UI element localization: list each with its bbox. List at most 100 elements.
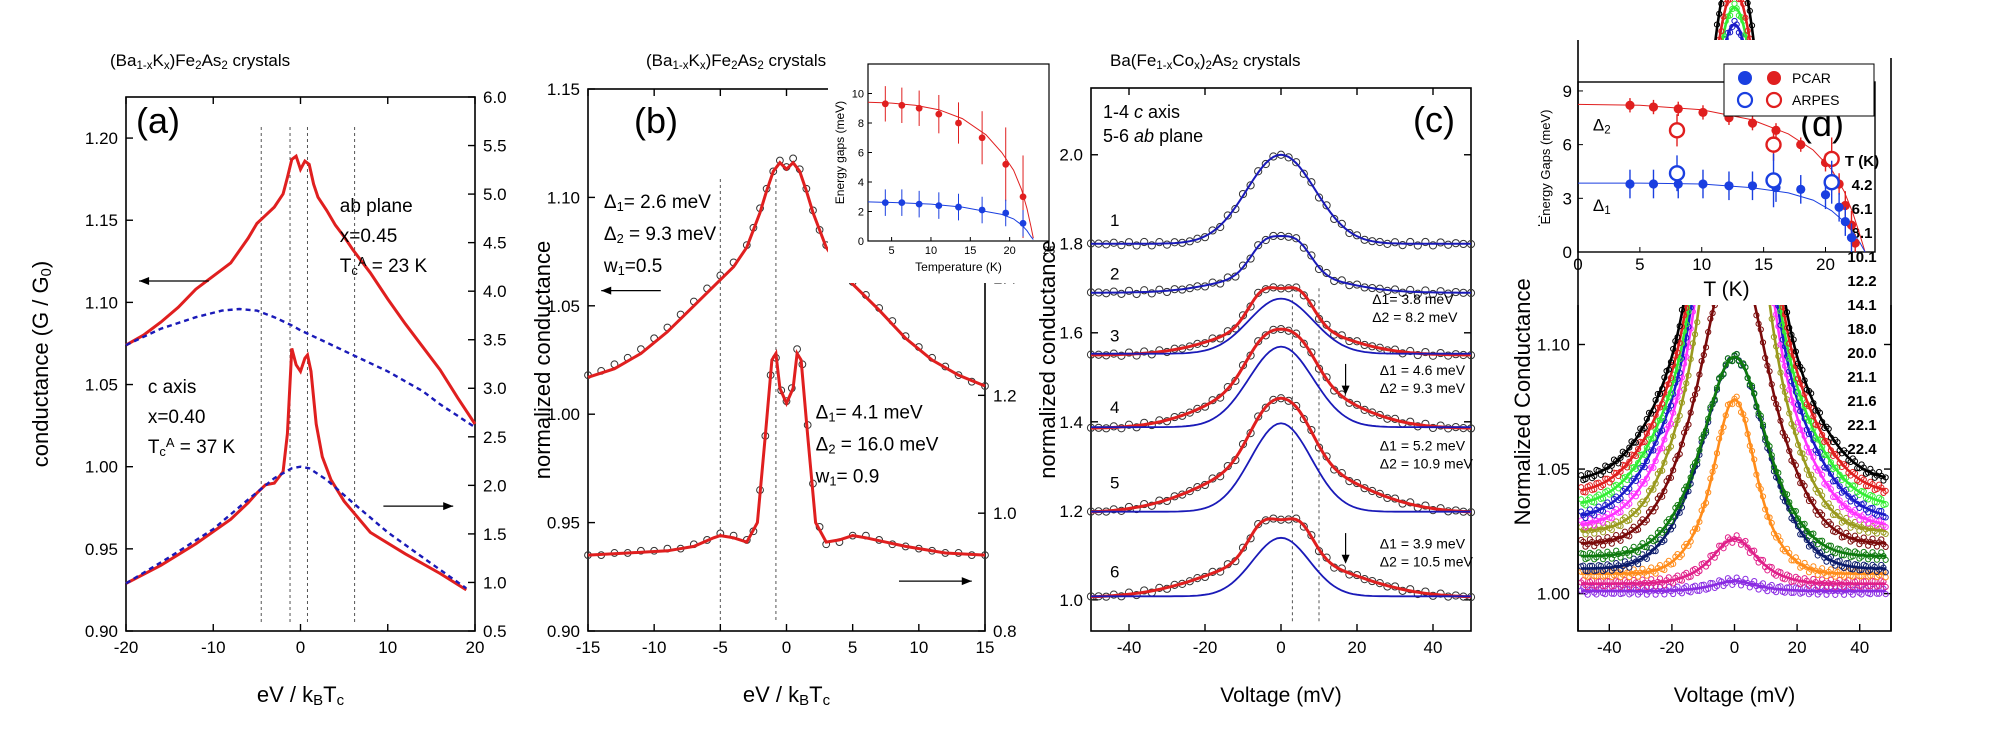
data-point (1314, 264, 1324, 274)
legend-entry: 12.2 (1847, 273, 1876, 290)
y-tick-label: 1.0 (1059, 591, 1083, 610)
data-point (1823, 451, 1830, 459)
inset-data-point (1846, 233, 1857, 243)
data-point (1284, 396, 1293, 405)
inset-gap-label: Δ2 (1593, 115, 1611, 136)
y2-tick-label: 2.5 (483, 428, 507, 447)
inset-data-point (1823, 174, 1840, 191)
series-line (1581, 537, 1886, 585)
data-point (1727, 0, 1734, 3)
inset-y-tick-label: 10 (852, 89, 864, 101)
data-point (1307, 178, 1316, 187)
panel-b: -15 -10 -5 0 5 10 150.900.951.001.051.101.150.… (530, 51, 1057, 709)
inset-y-tick-label: 2 (858, 207, 864, 219)
inset-data-point (881, 199, 889, 207)
inset-x-tick-label: 20 (1816, 255, 1835, 274)
y-axis-label: normalized conductance (1035, 240, 1060, 478)
y2-tick-label: 1.5 (483, 525, 507, 544)
inset-data-point (1796, 184, 1806, 194)
plot-frame (125, 96, 476, 632)
legend-marker (1767, 71, 1781, 85)
y2-tick-label: 3.0 (483, 379, 507, 398)
series-line (1580, 23, 1886, 517)
data-point (1845, 505, 1852, 513)
data-point (1299, 291, 1308, 300)
y-tick-label: 1.15 (547, 80, 580, 99)
inset-data-point (898, 199, 906, 207)
inset-data-point (1019, 219, 1027, 227)
data-point (1155, 285, 1164, 294)
annotation-text: c axis (148, 377, 197, 398)
inset-x-tick-label: 20 (1004, 245, 1016, 257)
data-point (1406, 237, 1415, 247)
inset-data-point (1765, 172, 1782, 189)
legend-title: T (K) (1845, 153, 1879, 170)
data-point (1413, 241, 1422, 250)
data-point (1269, 152, 1278, 161)
gap-label: Δ1 = 4.6 meV (1380, 362, 1466, 378)
x-tick-label: -10 (642, 638, 667, 657)
x-tick-label: -5 (713, 638, 728, 657)
inset-x-label: T (K) (1703, 278, 1749, 301)
inset-x-tick-label: 0 (1573, 255, 1582, 274)
data-point (1299, 522, 1308, 531)
legend-marker (1765, 91, 1783, 109)
annotation-text: Δ1= 2.6 meV (604, 192, 711, 214)
data-point (1337, 219, 1346, 228)
data-point (1254, 167, 1263, 176)
series-line (1581, 397, 1886, 575)
curve-label: 1 (1110, 211, 1119, 230)
data-point (1216, 222, 1225, 232)
fit-line (1090, 517, 1472, 599)
y2-tick-label: 4.5 (483, 234, 507, 253)
y-tick-label: 1.05 (547, 297, 580, 316)
series-line (587, 160, 986, 388)
legend-entry: 21.1 (1847, 369, 1876, 386)
series-line (1580, 5, 1886, 505)
data-point (1882, 530, 1889, 537)
arrow-head (961, 577, 972, 586)
inset-x-tick-label: 25 (1043, 245, 1055, 257)
legend-entry: 4.2 (1852, 177, 1873, 194)
data-point (1246, 181, 1255, 190)
x-tick-label: 15 (976, 638, 995, 657)
series-line (125, 465, 467, 590)
header-text: 5-6 ab plane (1103, 126, 1203, 146)
inset-data-point (978, 206, 986, 214)
data-point (1299, 339, 1308, 348)
panel-label: (c) (1413, 99, 1455, 140)
curve-label: 5 (1110, 474, 1119, 493)
gap-label: Δ1 = 5.2 meV (1380, 438, 1466, 454)
inset-data-point (1002, 209, 1010, 217)
y-tick-label: 1.10 (85, 293, 118, 312)
x-axis-label: Voltage (mV) (1220, 684, 1341, 707)
header-text: 1-4 c axis (1103, 102, 1180, 122)
data-point (1421, 347, 1430, 357)
inset-data-point (1820, 190, 1831, 200)
data-point (1634, 445, 1642, 453)
component-line (1091, 297, 1471, 355)
data-point (1208, 226, 1217, 235)
y-tick-label: 1.6 (1059, 324, 1083, 343)
legend-entry: 6.1 (1852, 201, 1873, 218)
inset-fit-line (867, 101, 1034, 239)
inset-x-label: Temperature (K) (915, 260, 1002, 274)
y-tick-label: 2.0 (1059, 146, 1083, 165)
y-tick-label: 1.8 (1059, 235, 1083, 254)
arrow-head (139, 277, 150, 286)
data-point (1132, 351, 1141, 360)
gap-label: Δ1 = 3.9 meV (1380, 536, 1466, 552)
data-point (1117, 289, 1126, 298)
inset-data-point (1834, 202, 1844, 212)
data-point (1109, 287, 1118, 296)
component-line (1091, 536, 1471, 598)
inset-data-point (1019, 193, 1027, 201)
inset-x-tick-label: 5 (1635, 255, 1644, 274)
annotation-text: ab plane (340, 196, 413, 217)
data-point (1261, 403, 1270, 412)
arrow-head (601, 286, 612, 295)
inset-data-point (915, 104, 923, 112)
y-axis-label: Normalized Conductance (1510, 278, 1535, 525)
y2-tick-label: 0.5 (483, 622, 507, 641)
